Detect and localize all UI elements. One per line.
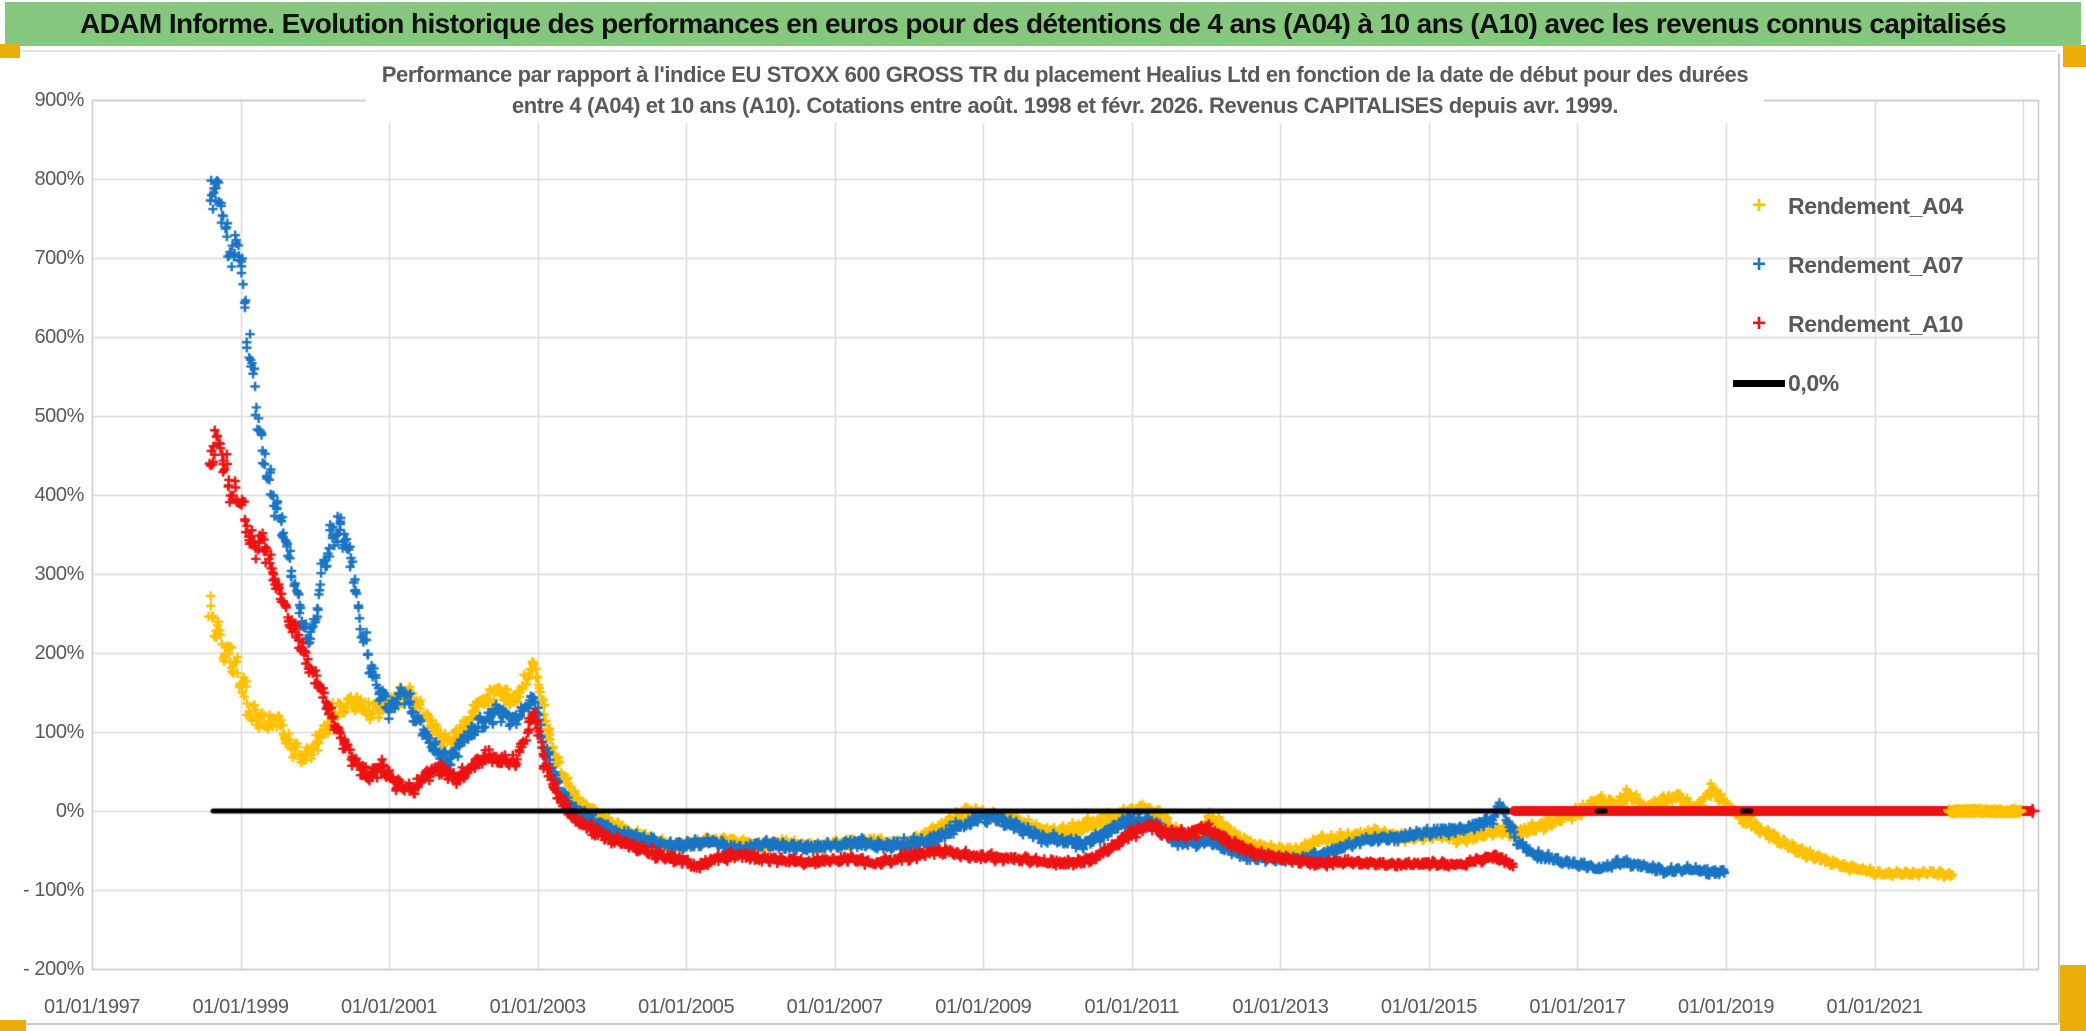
y-axis-label: - 100% bbox=[23, 879, 84, 901]
gold-corner-top-right bbox=[2063, 45, 2086, 67]
legend-label: Rendement_A10 bbox=[1788, 310, 1964, 337]
gold-corner-bottom-left bbox=[0, 1020, 26, 1031]
legend-line-swatch bbox=[1730, 379, 1788, 387]
x-axis-label: 01/01/2011 bbox=[1084, 996, 1180, 1018]
x-axis-label: 01/01/2003 bbox=[489, 996, 587, 1018]
legend-label: Rendement_A07 bbox=[1788, 251, 1964, 278]
y-axis-label: 700% bbox=[34, 247, 84, 269]
legend-label: Rendement_A04 bbox=[1788, 192, 1964, 219]
legend-item-rendement-a07: + Rendement_A07 bbox=[1730, 249, 1963, 281]
x-axis-label: 01/01/2001 bbox=[341, 996, 438, 1018]
gold-corner-top-left bbox=[0, 44, 20, 58]
x-axis-label: 01/01/2021 bbox=[1826, 996, 1924, 1018]
banner-divider bbox=[22, 50, 2056, 52]
y-axis-label: 0% bbox=[55, 800, 85, 822]
y-axis-label: 200% bbox=[34, 642, 84, 664]
legend: + Rendement_A04 + Rendement_A07 + Rendement_A… bbox=[1730, 190, 1963, 426]
page-title: ADAM Informe. Evolution historique des p… bbox=[80, 8, 2006, 39]
x-axis-label: 01/01/2019 bbox=[1677, 996, 1775, 1018]
y-axis-label: 800% bbox=[34, 168, 84, 190]
zero-line-swatch bbox=[1733, 379, 1785, 387]
x-axis-label: 01/01/1997 bbox=[43, 996, 141, 1018]
x-axis-label: 01/01/2009 bbox=[935, 996, 1032, 1018]
x-axis-label: 01/01/1999 bbox=[192, 996, 289, 1018]
plus-marker-icon: + bbox=[1751, 251, 1766, 278]
x-axis-label: 01/01/2005 bbox=[638, 996, 735, 1018]
chart-subtitle: Performance par rapport à l'indice EU ST… bbox=[365, 57, 1765, 123]
plus-marker-icon: + bbox=[1751, 310, 1766, 337]
panel-border-right bbox=[2058, 54, 2060, 1023]
plus-marker-icon: + bbox=[1751, 192, 1766, 219]
legend-item-rendement-a10: + Rendement_A10 bbox=[1730, 308, 1963, 340]
y-axis-label: 400% bbox=[34, 484, 84, 506]
legend-label: 0,0% bbox=[1788, 369, 1839, 396]
panel-border-bottom bbox=[0, 1023, 2059, 1025]
x-axis-label: 01/01/2013 bbox=[1232, 996, 1329, 1018]
gold-corner-bottom-right bbox=[2060, 965, 2086, 1031]
legend-plus-marker-icon: + bbox=[1730, 312, 1788, 336]
legend-plus-marker-icon: + bbox=[1730, 253, 1788, 277]
y-axis-label: 500% bbox=[34, 405, 84, 427]
x-axis-label: 01/01/2007 bbox=[786, 996, 884, 1018]
y-axis-label: 600% bbox=[34, 326, 84, 348]
x-axis-label: 01/01/2017 bbox=[1529, 996, 1626, 1018]
y-axis-label: 900% bbox=[34, 89, 84, 111]
x-axis-label: 01/01/2015 bbox=[1380, 996, 1478, 1018]
legend-item-0-0-: 0,0% bbox=[1730, 367, 1963, 399]
chart-subtitle-line1: Performance par rapport à l'indice EU ST… bbox=[381, 62, 1749, 87]
y-axis-label: 100% bbox=[34, 721, 84, 743]
title-banner: ADAM Informe. Evolution historique des p… bbox=[5, 2, 2081, 46]
chart-subtitle-line2: entre 4 (A04) et 10 ans (A10). Cotations… bbox=[511, 93, 1619, 118]
y-axis-label: - 200% bbox=[23, 958, 84, 980]
y-axis-label: 300% bbox=[34, 563, 84, 585]
legend-plus-marker-icon: + bbox=[1730, 194, 1788, 218]
legend-item-rendement-a04: + Rendement_A04 bbox=[1730, 190, 1963, 222]
